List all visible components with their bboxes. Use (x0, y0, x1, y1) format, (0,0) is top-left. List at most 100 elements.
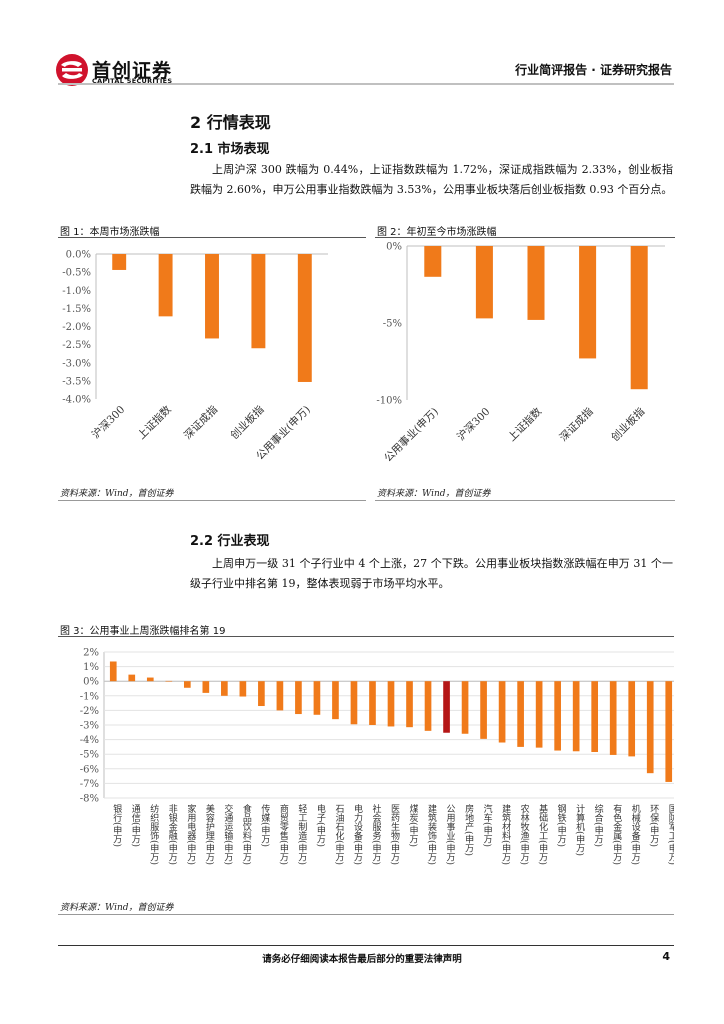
x-category-label: 创业板指 (228, 403, 267, 442)
figure-3-source-rule (58, 914, 674, 915)
bar-上证指数 (527, 246, 545, 320)
x-category-label: 有色金属(申万) (611, 803, 622, 865)
x-category-label: 房地产(申万) (463, 803, 474, 856)
y-tick-label: -2.5% (62, 340, 91, 351)
bar-沪深300 (112, 254, 127, 270)
y-tick-label: -1.0% (62, 286, 91, 297)
y-tick-label: -1% (80, 691, 99, 702)
x-category-label: 银行(申万) (111, 803, 122, 847)
y-tick-label: -8% (80, 794, 99, 805)
y-tick-label: 2% (83, 648, 99, 659)
x-category-label: 石油石化(申万) (333, 804, 344, 865)
section-2-2-heading: 2.2 行业表现 (190, 534, 270, 549)
bar-钢铁(申万) (554, 681, 561, 751)
bar-计算机(申万) (572, 681, 580, 752)
bar-深证成指 (205, 254, 219, 339)
figure-2-source-rule (375, 500, 675, 501)
y-tick-label: -4.0% (62, 395, 91, 406)
y-tick-label: -5% (383, 319, 402, 330)
figure-1-rule (58, 237, 366, 238)
header-divider (58, 83, 674, 85)
bar-创业板指 (251, 254, 266, 349)
bar-建筑装饰(申万) (424, 681, 432, 731)
figure-3-rule (58, 636, 674, 637)
figure-1-source-rule (58, 500, 366, 501)
x-category-label: 通信(申万) (130, 804, 141, 847)
bar-社会服务(申万) (369, 681, 376, 725)
y-tick-label: 0% (83, 677, 99, 688)
bar-非银金融(申万) (165, 680, 173, 682)
logo-english-name: CAPITAL SECURITIES (92, 77, 173, 85)
x-category-label: 国防军工(申万) (667, 804, 674, 865)
bar-纺织服饰(申万) (146, 677, 154, 682)
x-category-label: 公用事业(申万) (381, 405, 441, 465)
y-tick-label: -1.5% (62, 304, 91, 315)
bar-美容护理(申万) (202, 681, 210, 693)
x-category-label: 纺织服饰(申万) (148, 803, 159, 865)
y-tick-label: -2% (80, 706, 99, 717)
x-category-label: 钢铁(申万) (556, 803, 567, 847)
capital-securities-logo-icon (56, 54, 88, 86)
bar-家用电器(申万) (183, 681, 191, 688)
footer-divider (58, 945, 674, 946)
bar-银行(申万) (109, 661, 117, 682)
chart-industry-ranking: 2% 1% 0% -1% -2% -3% -4% -5% -6% -7% -8% 银行(申万) 通信(申… (80, 648, 674, 865)
bar-环保(申万) (646, 681, 654, 774)
y-tick-label: -3.0% (62, 358, 91, 369)
x-category-label: 家用电器(申万) (185, 803, 196, 865)
logo-swoosh-bottom (62, 73, 83, 79)
x-category-label: 美容护理(申万) (204, 803, 215, 865)
x-category-label: 传媒(申万) (259, 803, 270, 847)
x-category-label: 机械设备(申万) (630, 803, 641, 865)
x-category-label: 汽车(申万) (482, 803, 493, 847)
x-category-label: 社会服务(申万) (370, 803, 381, 865)
market-performance-paragraph: 上周沪深 300 跌幅为 0.44%，上证指数跌幅为 1.72%，深证成指跌幅为… (190, 163, 673, 196)
bar-机械设备(申万) (628, 681, 636, 757)
x-category-label: 深证成指 (181, 403, 220, 442)
x-category-label: 深证成指 (557, 405, 596, 444)
y-tick-label: -10% (376, 396, 402, 407)
y-tick-label: 0.0% (66, 250, 91, 261)
y-tick-label: -7% (80, 779, 99, 790)
bar-公用事业(申万) (443, 681, 450, 733)
bar-交通运输(申万) (221, 681, 228, 696)
x-category-label: 电子(申万) (315, 803, 326, 847)
bar-沪深300 (475, 246, 493, 319)
bar-建筑材料(申万) (498, 681, 506, 743)
bar-创业板指 (630, 246, 648, 390)
bar-基础化工(申万) (535, 681, 543, 748)
x-category-label: 轻工制造(申万) (296, 803, 307, 865)
bar-综合(申万) (591, 681, 599, 753)
section-2-1-heading: 2.1 市场表现 (190, 142, 270, 157)
y-tick-label: 0% (386, 242, 402, 253)
logo-chinese-name: 首创证券 (92, 60, 173, 82)
x-category-label: 沪深300 (454, 405, 492, 443)
x-category-label: 创业板指 (608, 405, 647, 444)
bar-有色金属(申万) (609, 681, 617, 755)
bar-电力设备(申万) (350, 681, 358, 725)
chart-ytd-market-change: 0% -5% -10%公用事业(申万) 沪深300 上证指数 深证成指 创业板指 (376, 242, 665, 465)
industry-performance-paragraph: 上周申万一级 31 个子行业中 4 个上涨，27 个下跌。公用事业板块指数涨跌幅… (190, 557, 673, 590)
y-tick-label: -3.5% (62, 376, 91, 387)
bar-煤炭(申万) (406, 681, 413, 728)
figure-1-title: 图 1：本周市场涨跌幅 (60, 227, 160, 238)
bar-电子(申万) (313, 681, 321, 715)
x-category-label: 建筑装饰(申万) (426, 803, 437, 865)
x-category-label: 食品饮料(申万) (241, 803, 252, 865)
figure-2-source: 资料来源：Wind，首创证券 (377, 489, 491, 499)
bar-商贸零售(申万) (276, 681, 284, 711)
section-2-heading: 2 行情表现 (190, 113, 271, 132)
x-category-label: 基础化工(申万) (537, 803, 548, 865)
page-number: 4 (662, 950, 670, 963)
bar-传媒(申万) (258, 681, 265, 707)
report-type-title: 行业简评报告 · 证券研究报告 (515, 63, 672, 77)
y-tick-label: -0.5% (62, 268, 91, 279)
y-tick-label: -5% (80, 750, 99, 761)
x-category-label: 农林牧渔(申万) (519, 803, 530, 865)
bar-食品饮料(申万) (239, 681, 247, 697)
x-category-label: 环保(申万) (648, 804, 659, 847)
bar-上证指数 (158, 254, 173, 317)
bar-医药生物(申万) (387, 681, 395, 727)
x-category-label: 计算机(申万) (574, 803, 585, 856)
y-tick-label: -3% (80, 721, 99, 732)
